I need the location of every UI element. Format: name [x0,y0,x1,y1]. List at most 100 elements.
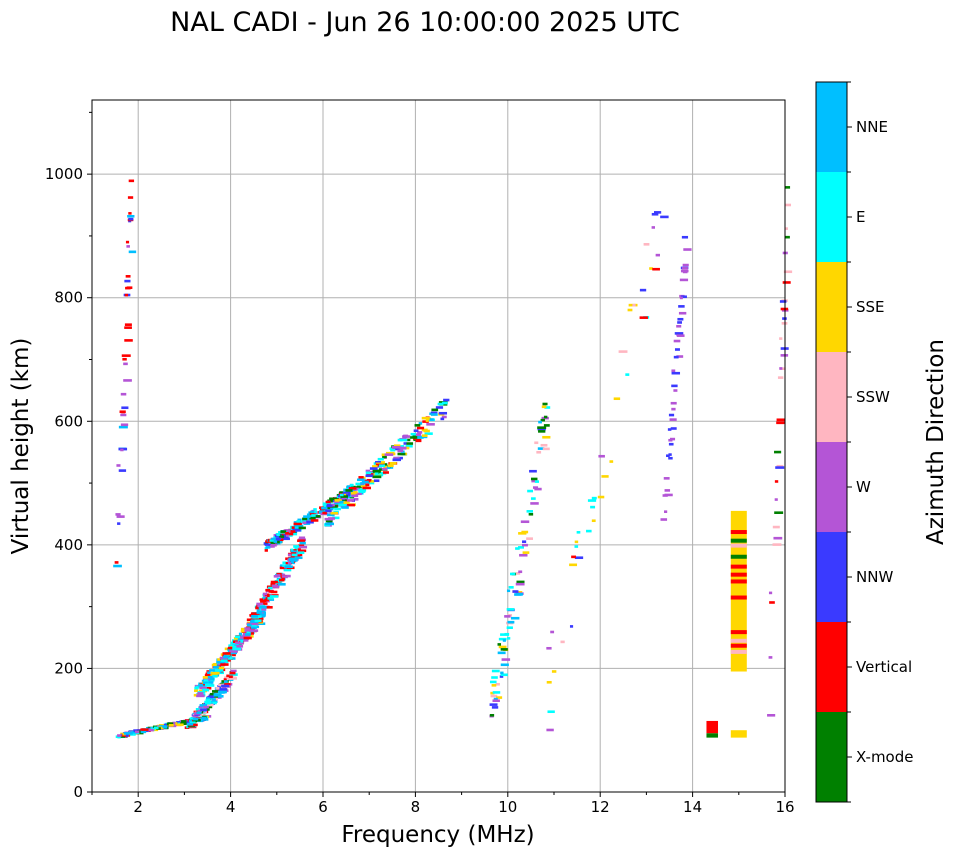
grid-lines [92,100,786,793]
echo-mark [491,684,497,687]
echo-mark [678,311,687,315]
echo-mark [404,438,411,442]
echo-mark [345,489,353,492]
echo-mark [276,572,282,576]
echo-mark [381,461,385,464]
echo-mark [235,641,244,645]
echo-mark [322,502,331,506]
echo-mark [227,648,235,652]
echo-mark [189,717,196,721]
band-stripe [730,638,747,643]
echo-mark [392,447,401,451]
echo-mark [334,499,342,502]
y-tick-label: 400 [54,536,83,554]
echo-mark [668,413,675,417]
echo-mark [340,495,348,498]
echo-mark [438,411,448,415]
echo-mark [391,445,401,449]
echo-mark [117,734,122,737]
echo-mark [128,212,132,215]
echo-mark [282,561,289,565]
echo-mark [315,515,321,518]
echo-mark [782,281,791,284]
echo-mark [205,703,214,707]
echo-mark [673,389,678,392]
echo-mark [774,450,782,454]
colorbar-tick-label: SSE [856,298,885,316]
echo-mark [405,444,413,448]
echo-mark [298,545,308,549]
echo-mark [176,721,181,724]
echo-mark [632,303,636,307]
echo-mark [310,519,319,522]
echo-mark [497,651,506,655]
echo-mark [508,586,514,589]
echo-mark [430,411,438,415]
echo-mark [435,406,444,409]
echo-mark [225,675,231,679]
echo-mark [200,716,207,720]
echo-mark [382,471,389,474]
echo-mark [495,682,500,686]
echo-mark [590,505,596,509]
echo-mark [292,528,301,532]
echo-mark [404,446,410,450]
echo-mark [123,379,132,382]
echo-mark [526,510,533,513]
echo-mark [772,543,782,546]
echo-mark [229,673,238,676]
echo-mark [663,477,670,480]
echo-mark [681,267,688,270]
echo-mark [660,215,669,219]
echo-mark [443,398,450,402]
echo-mark [504,632,510,636]
echo-mark [254,619,262,623]
echo-mark [537,447,545,450]
echo-mark [768,656,773,659]
echo-mark [673,339,681,343]
echo-mark [120,423,129,427]
echo-mark [507,620,515,624]
colorbar-segment [816,352,847,442]
echo-mark [242,639,249,642]
echo-mark [362,486,371,490]
echo-mark [671,371,681,375]
echo-mark [643,243,650,246]
echo-mark [233,637,239,640]
echo-mark [499,675,504,678]
echo-mark [221,684,230,688]
echo-mark [270,580,278,584]
echo-mark [784,203,792,207]
echo-mark [206,675,213,679]
echo-mark [240,640,244,643]
echo-mark [500,663,509,667]
echo-mark [212,698,216,701]
echo-mark [383,465,387,469]
echo-mark [329,499,333,503]
echo-mark [124,323,132,326]
echo-mark [417,431,423,434]
echo-mark [134,730,140,734]
echo-mark [342,491,351,495]
echo-mark [263,606,273,609]
colorbar-segment [816,82,847,172]
colorbar-tick-label: NNE [856,118,888,136]
echo-mark [569,625,574,628]
echo-mark [260,602,268,605]
echo-mark [303,522,311,525]
echo-mark [538,420,542,424]
echo-mark [309,512,316,515]
echo-mark [651,212,659,216]
echo-mark [500,673,508,677]
colorbar-label: Azimuth Direction [923,339,949,545]
echo-mark [192,714,199,718]
echo-mark [118,469,127,472]
echo-mark [264,543,274,546]
echo-mark [220,659,228,663]
echo-mark [228,675,233,679]
band-stripe [730,543,747,548]
echo-mark [516,572,521,575]
echo-mark [222,652,231,655]
colorbar-frame [815,81,848,803]
echo-mark [264,593,270,597]
